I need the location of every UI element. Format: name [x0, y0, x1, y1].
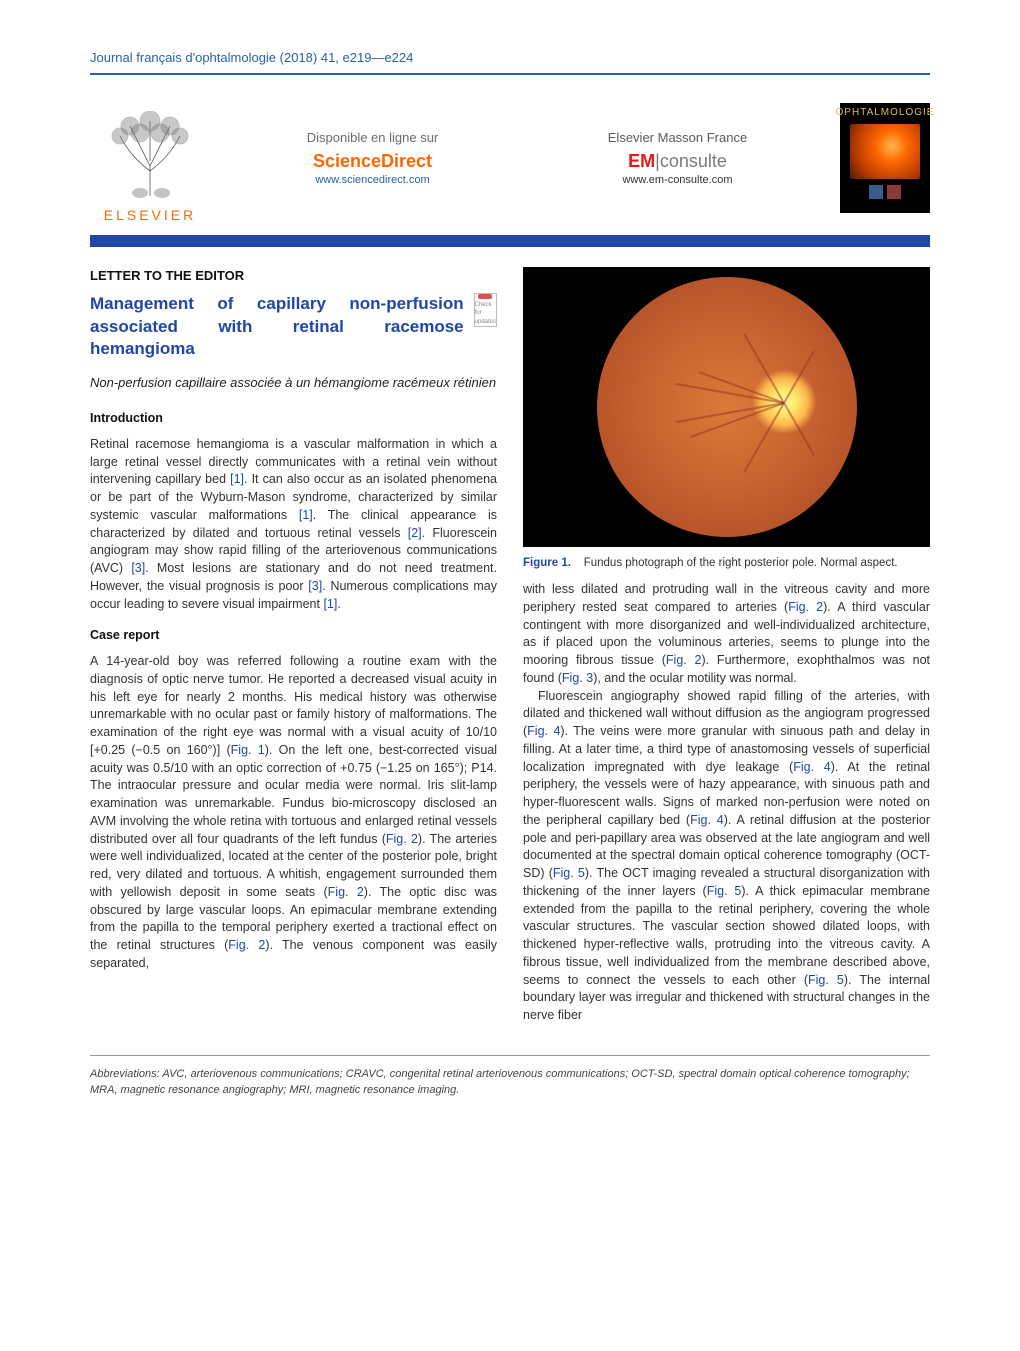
introduction-heading: Introduction: [90, 410, 497, 428]
ref-1c[interactable]: [1]: [323, 597, 337, 611]
em-consulte-logo[interactable]: EM|consulte: [535, 151, 820, 172]
figref-2a[interactable]: Fig. 2: [386, 832, 418, 846]
two-column-content: LETTER TO THE EDITOR Management of capil…: [90, 267, 930, 1025]
figref-5a[interactable]: Fig. 5: [553, 866, 585, 880]
check-updates-badge[interactable]: Check for updates: [474, 293, 497, 327]
section-divider-bar: [90, 235, 930, 247]
article-type-label: LETTER TO THE EDITOR: [90, 267, 497, 285]
footnote-rule: [90, 1055, 930, 1056]
journal-cover-thumbnail: OPHTALMOLOGIE: [840, 103, 930, 213]
figref-2e[interactable]: Fig. 2: [666, 653, 702, 667]
cover-fundus-image: [850, 124, 920, 179]
ref-3a[interactable]: [3]: [131, 561, 145, 575]
case-report-heading: Case report: [90, 627, 497, 645]
fundus-disc: [597, 277, 857, 537]
figure-1-caption-text: Fundus photograph of the right posterior…: [584, 557, 898, 569]
ref-1b[interactable]: [1]: [299, 508, 313, 522]
figure-1-number: Figure 1.: [523, 557, 571, 569]
sciencedirect-logo[interactable]: ScienceDirect: [230, 151, 515, 172]
sciencedirect-block: Disponible en ligne sur ScienceDirect ww…: [230, 130, 515, 186]
retinal-vessel: [743, 333, 785, 403]
em-consulte-url[interactable]: www.em-consulte.com: [535, 174, 820, 186]
publisher-banner: ELSEVIER Disponible en ligne sur Science…: [90, 85, 930, 235]
cover-thumbnails: [869, 185, 901, 199]
figref-5c[interactable]: Fig. 5: [808, 973, 844, 987]
figure-1-caption: Figure 1. Fundus photograph of the right…: [523, 555, 930, 571]
sciencedirect-url[interactable]: www.sciencedirect.com: [230, 174, 515, 186]
cover-title: OPHTALMOLOGIE: [836, 107, 935, 118]
header-rule: [90, 73, 930, 75]
right-column: Figure 1. Fundus photograph of the right…: [523, 267, 930, 1025]
col2-paragraph-2: Fluorescein angiography showed rapid fil…: [523, 688, 930, 1025]
figref-3[interactable]: Fig. 3: [562, 671, 593, 685]
em-suffix: consulte: [660, 151, 727, 171]
figref-4c[interactable]: Fig. 4: [690, 813, 724, 827]
available-online-label: Disponible en ligne sur: [230, 130, 515, 145]
figref-4a[interactable]: Fig. 4: [527, 724, 560, 738]
em-prefix: EM: [628, 151, 655, 171]
cover-thumb-2: [887, 185, 901, 199]
retinal-vessel: [783, 350, 815, 403]
elsevier-logo: ELSEVIER: [90, 93, 210, 223]
case-text-b: ). On the left one, best-corrected visua…: [90, 743, 497, 846]
figure-1-image: [523, 267, 930, 547]
figref-2c[interactable]: Fig. 2: [228, 938, 265, 952]
figref-2b[interactable]: Fig. 2: [328, 885, 364, 899]
em-consulte-block: Elsevier Masson France EM|consulte www.e…: [535, 130, 820, 186]
col2-paragraph-1: with less dilated and protruding wall in…: [523, 581, 930, 688]
retinal-vessel: [783, 402, 815, 455]
intro-text-g: .: [337, 597, 340, 611]
masson-label: Elsevier Masson France: [535, 130, 820, 145]
ref-1a[interactable]: [1]: [230, 472, 244, 486]
article-subtitle-fr: Non-perfusion capillaire associée à un h…: [90, 374, 497, 392]
figref-5b[interactable]: Fig. 5: [707, 884, 742, 898]
retinal-vessel: [675, 383, 784, 404]
crossmark-icon: [478, 294, 492, 298]
journal-citation: Journal français d'ophtalmologie (2018) …: [90, 50, 930, 65]
left-column: LETTER TO THE EDITOR Management of capil…: [90, 267, 497, 1025]
footnote-label: Abbreviations:: [90, 1068, 160, 1080]
retinal-vessel: [689, 402, 784, 438]
article-title[interactable]: Management of capillary non-perfusion as…: [90, 293, 464, 359]
elsevier-tree-icon: [100, 111, 200, 201]
case-text-a: A 14-year-old boy was referred following…: [90, 654, 497, 757]
figref-2d[interactable]: Fig. 2: [788, 600, 823, 614]
footnote-text: AVC, arteriovenous communications; CRAVC…: [90, 1068, 910, 1097]
ref-3b[interactable]: [3]: [308, 579, 322, 593]
elsevier-wordmark: ELSEVIER: [104, 207, 196, 223]
case-report-paragraph: A 14-year-old boy was referred following…: [90, 653, 497, 973]
ref-2[interactable]: [2]: [408, 526, 422, 540]
abbreviations-footnote: Abbreviations: AVC, arteriovenous commun…: [90, 1066, 930, 1099]
cover-thumb-1: [869, 185, 883, 199]
figure-1: Figure 1. Fundus photograph of the right…: [523, 267, 930, 571]
introduction-paragraph: Retinal racemose hemangioma is a vascula…: [90, 436, 497, 614]
c2p2-f: ). A thick epimacular membrane extended …: [523, 884, 930, 987]
figref-1[interactable]: Fig. 1: [231, 743, 265, 757]
retinal-vessel: [675, 402, 784, 423]
retinal-vessel: [743, 402, 785, 472]
figref-4b[interactable]: Fig. 4: [793, 760, 831, 774]
check-updates-label: Check for updates: [475, 301, 496, 327]
c2p1-d: ), and the ocular motility was normal.: [593, 671, 797, 685]
